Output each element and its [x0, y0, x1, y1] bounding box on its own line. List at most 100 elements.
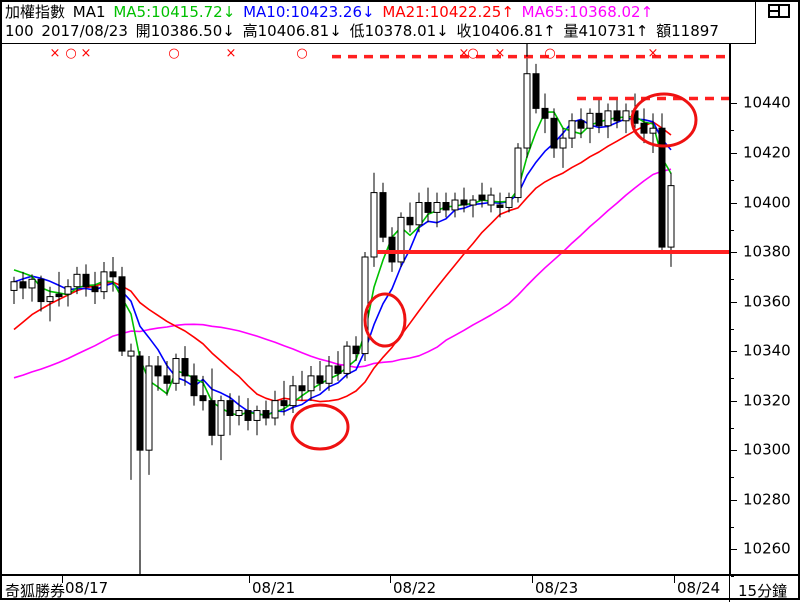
- top-marker-circle-10: ○: [544, 46, 555, 61]
- candle-body-up: [397, 216, 405, 263]
- volume-readout: 量410731↑: [563, 22, 648, 40]
- high-label: 高: [242, 22, 258, 40]
- candle-body-down: [334, 365, 342, 374]
- symbol-name: 加權指數: [5, 3, 66, 21]
- ma21-name: MA21: [382, 3, 425, 21]
- price-chart-plot[interactable]: ×○×○×○×○×○×10458.9110259.83: [2, 44, 729, 574]
- open-arrow: ↓: [222, 22, 235, 40]
- candle-body-down: [352, 345, 360, 355]
- candle-body-down: [388, 236, 396, 263]
- vendor-watermark: 奇狐勝券: [5, 582, 66, 600]
- high-value: 10406.81: [257, 22, 330, 40]
- open-value: 10386.50: [150, 22, 223, 40]
- ma10-arrow: ↓: [362, 3, 375, 21]
- candle-body-down: [181, 358, 189, 377]
- candle-body-up: [649, 127, 657, 134]
- price-tick-label: 10320: [743, 391, 791, 410]
- candle-body-down: [442, 202, 450, 211]
- price-tick: [731, 549, 737, 551]
- ma65-value: 10368.02: [569, 3, 641, 21]
- candle-body-up: [622, 110, 630, 122]
- low-arrow: ↓: [436, 22, 449, 40]
- price-tick: [731, 351, 737, 353]
- header-divider: [2, 43, 755, 44]
- candle-body-down: [163, 375, 171, 384]
- price-tick-minor: [731, 328, 734, 330]
- window-restore-icon[interactable]: [768, 4, 790, 18]
- quote-date: 2017/08/23: [41, 22, 128, 40]
- ma21-readout[interactable]: MA21:10422.25↑: [382, 3, 514, 21]
- header-right-divider: [755, 2, 756, 44]
- candle-body-up: [253, 410, 261, 421]
- top-marker-cross-1: ×: [50, 46, 61, 61]
- ma10-readout[interactable]: MA10:10423.26↓: [243, 3, 375, 21]
- candle-body-down: [136, 355, 144, 451]
- candle-body-up: [667, 185, 675, 248]
- price-tick: [731, 301, 737, 303]
- top-marker-cross-11: ×: [648, 46, 659, 61]
- volume-arrow: ↑: [635, 22, 649, 40]
- bar-count: 100: [5, 22, 34, 40]
- candle-body-down: [406, 216, 414, 226]
- candle-body-down: [613, 110, 621, 122]
- price-tick-label: 10420: [743, 143, 791, 162]
- candle-body-up: [451, 199, 459, 211]
- candle-body-up: [523, 73, 531, 149]
- price-tick: [731, 252, 737, 254]
- candle-body-down: [118, 276, 126, 352]
- ma65-readout[interactable]: MA65:10368.02↑: [521, 3, 654, 21]
- candle-body-up: [100, 271, 108, 293]
- candle-body-up: [145, 365, 153, 451]
- turnover-readout: 額11897: [656, 22, 719, 40]
- candle-body-up: [73, 273, 81, 288]
- candle-body-up: [433, 202, 441, 213]
- ma5-name: MA5: [113, 3, 147, 21]
- candle-body-down: [379, 192, 387, 238]
- time-tick: [390, 576, 391, 583]
- low-label: 低: [349, 22, 365, 40]
- price-tick-label: 10300: [743, 440, 791, 459]
- candle-body-up: [64, 286, 72, 295]
- time-axis[interactable]: 奇狐勝券 15分鐘 08/17 08/21 08/22 08/23 08/24: [2, 574, 798, 602]
- candle-body-up: [370, 192, 378, 258]
- period-label: MA1: [72, 3, 106, 21]
- price-tick-minor: [731, 427, 734, 429]
- annotation-ellipse-3[interactable]: [630, 92, 698, 148]
- price-tick-minor: [731, 130, 734, 132]
- price-tick-minor: [731, 526, 734, 528]
- top-marker-cross-9: ×: [495, 46, 506, 61]
- top-marker-cross-3: ×: [81, 46, 92, 61]
- price-tick-label: 10260: [743, 539, 791, 558]
- candlestick-series: [10, 56, 675, 550]
- candle-body-down: [496, 204, 504, 208]
- annotation-ellipse-2[interactable]: [290, 403, 350, 451]
- price-tick-label: 10400: [743, 193, 791, 211]
- price-tick-minor: [731, 378, 734, 380]
- high-readout: 高10406.81↓: [243, 22, 342, 40]
- annotation-ellipse-1[interactable]: [363, 292, 407, 348]
- ma5-readout[interactable]: MA5:10415.72↓: [113, 3, 236, 21]
- candle-body-down: [478, 194, 486, 201]
- top-marker-cross-5: ×: [226, 46, 237, 61]
- ma5-arrow: ↓: [222, 3, 236, 21]
- candle-body-up: [235, 410, 243, 416]
- candle-body-down: [550, 117, 558, 149]
- ma5-value: 10415.72: [151, 3, 223, 21]
- quote-header: 加權指數 MA1 MA5:10415.72↓ MA10:10423.26↓ MA…: [2, 2, 798, 44]
- time-tick-label: 08/22: [393, 579, 437, 597]
- candle-body-up: [127, 350, 135, 357]
- candle-body-down: [109, 271, 117, 278]
- low-value: 10378.01: [364, 22, 437, 40]
- candle-body-down: [190, 375, 198, 397]
- candle-body-down: [91, 286, 99, 293]
- ma10-name: MA10: [243, 3, 286, 21]
- candle-body-down: [244, 410, 252, 421]
- price-axis[interactable]: 10260 10280 10300 10320 10340 10360 10380 10400…: [729, 44, 798, 578]
- candle-body-up: [514, 147, 522, 199]
- candle-body-up: [568, 120, 576, 139]
- time-tick: [674, 576, 675, 583]
- ma65-arrow: ↑: [640, 3, 654, 21]
- low-readout: 低10378.01↓: [350, 22, 449, 40]
- ohlc-readout-line: 100 2017/08/23 開10386.50↓ 高10406.81↓ 低10…: [5, 23, 722, 39]
